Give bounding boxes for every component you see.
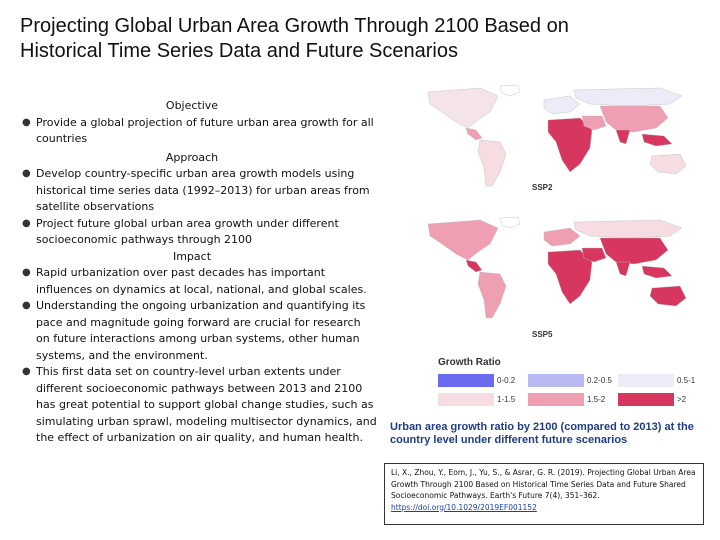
bullet-item: ● This first data set on country-level u… bbox=[22, 364, 377, 447]
legend-swatch bbox=[618, 393, 674, 406]
figure-caption: Urban area growth ratio by 2100 (compare… bbox=[390, 421, 694, 446]
legend-label: >2 bbox=[677, 395, 687, 404]
legend-item: 1.5-2 bbox=[528, 393, 618, 406]
legend-label: 1-1.5 bbox=[497, 395, 516, 404]
legend-label: 0-0.2 bbox=[497, 376, 516, 385]
reference-link[interactable]: https://doi.org/10.1029/2019EF001152 bbox=[391, 502, 537, 512]
text-column: Objective ● Provide a global projection … bbox=[22, 98, 377, 447]
bullet-text: This first data set on country-level urb… bbox=[36, 365, 377, 444]
legend-item: 0.5-1 bbox=[618, 374, 708, 387]
world-map-ssp5 bbox=[420, 214, 700, 324]
bullet-dot: ● bbox=[22, 116, 31, 128]
bullet-item: ● Understanding the ongoing urbanization… bbox=[22, 298, 377, 364]
bullet-dot: ● bbox=[22, 267, 31, 278]
legend-item: 0.2-0.5 bbox=[528, 374, 618, 387]
bullet-dot: ● bbox=[22, 300, 31, 311]
bullet-item: ● Develop country-specific urban area gr… bbox=[22, 166, 377, 216]
bullet-dot: ● bbox=[22, 217, 31, 229]
bullet-text: Rapid urbanization over past decades has… bbox=[36, 266, 367, 296]
legend-swatch bbox=[438, 393, 494, 406]
slide-title: Projecting Global Urban Area Growth Thro… bbox=[20, 14, 700, 64]
bullet-item: ● Rapid urbanization over past decades h… bbox=[22, 265, 377, 298]
bullet-text: Develop country-specific urban area grow… bbox=[36, 167, 370, 213]
legend-swatch bbox=[528, 393, 584, 406]
legend-row: 1-1.5 1.5-2 >2 bbox=[438, 393, 708, 406]
world-map-ssp2 bbox=[420, 82, 700, 192]
reference-text: Li, X., Zhou, Y., Eom, J., Yu, S., & Asr… bbox=[391, 468, 696, 500]
title-line-1: Projecting Global Urban Area Growth Thro… bbox=[20, 15, 569, 37]
legend-row: 0-0.2 0.2-0.5 0.5-1 bbox=[438, 374, 708, 387]
map-label-ssp2: SSP2 bbox=[532, 183, 553, 192]
legend-item: 0-0.2 bbox=[438, 374, 528, 387]
title-line-2: Historical Time Series Data and Future S… bbox=[20, 40, 458, 62]
legend-swatch bbox=[438, 374, 494, 387]
legend-item: >2 bbox=[618, 393, 708, 406]
maps-figure: SSP2 SSP5 bbox=[420, 82, 710, 339]
bullet-dot: ● bbox=[22, 366, 31, 377]
bullet-text: Provide a global projection of future ur… bbox=[36, 115, 374, 146]
legend-swatch bbox=[528, 374, 584, 387]
legend-label: 0.2-0.5 bbox=[587, 376, 612, 385]
legend-title: Growth Ratio bbox=[438, 357, 501, 368]
legend-swatch bbox=[618, 374, 674, 387]
bullet-item: ● Provide a global projection of future … bbox=[22, 115, 377, 148]
growth-ratio-legend: Growth Ratio 0-0.2 0.2-0.5 0.5-1 1-1.5 bbox=[438, 357, 708, 406]
reference-box: Li, X., Zhou, Y., Eom, J., Yu, S., & Asr… bbox=[384, 463, 704, 525]
legend-item: 1-1.5 bbox=[438, 393, 528, 406]
map-ssp2: SSP2 bbox=[420, 82, 700, 202]
bullet-text: Understanding the ongoing urbanization a… bbox=[36, 299, 366, 362]
bullet-text: Project future global urban area growth … bbox=[36, 216, 339, 247]
heading-impact: Impact bbox=[172, 249, 212, 263]
map-label-ssp5: SSP5 bbox=[532, 330, 553, 339]
heading-approach: Approach bbox=[165, 150, 219, 164]
bullet-dot: ● bbox=[22, 168, 31, 179]
bullet-item: ● Project future global urban area growt… bbox=[22, 216, 377, 249]
heading-objective: Objective bbox=[165, 99, 219, 112]
map-ssp5: SSP5 bbox=[420, 214, 700, 339]
legend-label: 0.5-1 bbox=[677, 376, 696, 385]
legend-label: 1.5-2 bbox=[587, 395, 606, 404]
